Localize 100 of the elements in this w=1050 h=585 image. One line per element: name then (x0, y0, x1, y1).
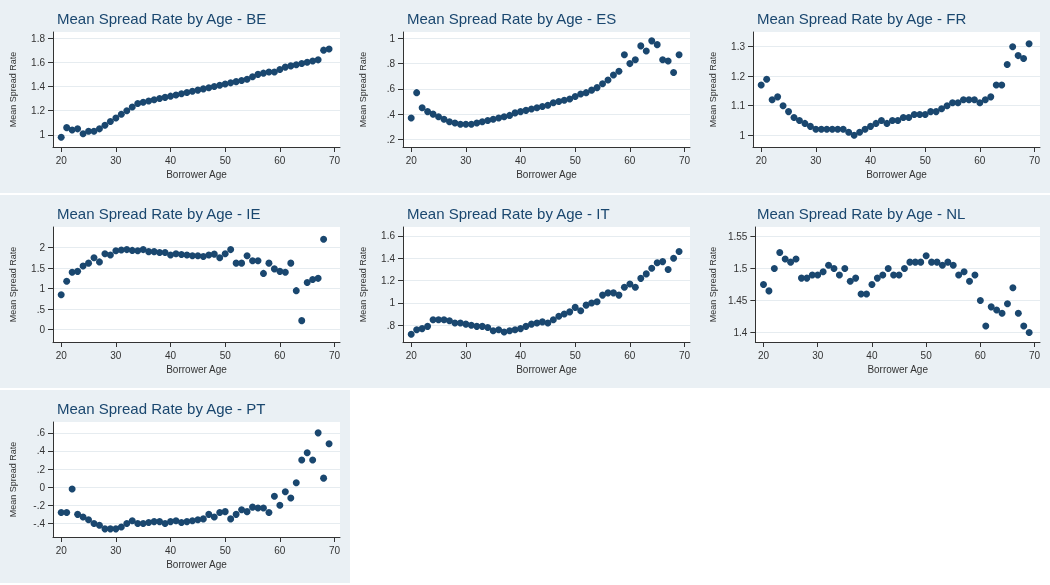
x-tick-label: 70 (328, 349, 341, 361)
point (205, 510, 213, 518)
point (167, 92, 175, 100)
point (863, 290, 871, 298)
point (637, 42, 645, 50)
y-axis-title: Mean Spread Rate (357, 246, 368, 323)
point (890, 271, 898, 279)
point (571, 92, 579, 100)
x-tick-label: 70 (1029, 349, 1041, 361)
point (675, 248, 683, 256)
point (770, 265, 778, 273)
chart-title: Mean Spread Rate by Age - PT (57, 400, 266, 417)
point (106, 251, 114, 259)
point (588, 299, 596, 307)
point (85, 127, 93, 135)
point (134, 99, 142, 107)
point (861, 125, 869, 133)
y-tick-label: .2 (386, 133, 396, 145)
point (309, 276, 317, 284)
point (566, 95, 574, 103)
point (527, 320, 535, 328)
y-tick-label: .2 (36, 463, 46, 475)
point (270, 68, 278, 76)
point (970, 96, 978, 104)
x-tick-label: 30 (810, 154, 822, 166)
y-tick-label: .4 (36, 445, 46, 457)
y-axis-title: Mean Spread Rate (707, 51, 718, 128)
point (819, 268, 827, 276)
point (670, 68, 678, 76)
chart-title: Mean Spread Rate by Age - IT (407, 205, 610, 222)
point (856, 128, 864, 136)
point (566, 308, 574, 316)
x-axis-title: Borrower Age (516, 169, 578, 181)
point (298, 59, 306, 67)
point (128, 103, 136, 111)
point (830, 265, 838, 273)
point (435, 113, 443, 121)
y-axis-title: Mean Spread Rate (707, 246, 718, 323)
point (238, 76, 246, 84)
y-tick-label: 1.2 (381, 275, 396, 287)
point (265, 509, 273, 517)
x-tick-label: 40 (164, 349, 177, 361)
point (281, 268, 289, 276)
point (932, 108, 940, 116)
point (806, 122, 814, 130)
point (795, 116, 803, 124)
x-tick-label: 70 (678, 349, 691, 361)
y-tick-label: 1.1 (731, 100, 746, 112)
point (74, 510, 82, 518)
point (670, 254, 678, 262)
point (74, 267, 82, 275)
y-tick-label: 1.2 (31, 105, 46, 117)
point (320, 474, 328, 482)
point (1020, 322, 1028, 330)
point (156, 518, 164, 526)
point (320, 235, 328, 243)
point (599, 80, 607, 88)
x-tick-label: 30 (110, 154, 122, 166)
x-tick-label: 60 (624, 154, 636, 166)
y-tick-label: 1 (389, 32, 396, 44)
point (917, 258, 925, 266)
point (998, 81, 1006, 89)
point (238, 506, 246, 514)
point (845, 128, 853, 136)
point (424, 108, 432, 116)
point (259, 504, 267, 512)
point (938, 261, 946, 269)
point (506, 327, 514, 335)
point (776, 249, 784, 257)
point (955, 271, 963, 279)
point (57, 133, 65, 141)
point (303, 278, 311, 286)
point (227, 79, 235, 87)
point (413, 89, 421, 97)
point (944, 258, 952, 266)
point (846, 277, 854, 285)
point (884, 265, 892, 273)
point (281, 488, 289, 496)
point (900, 265, 908, 273)
chart-title: Mean Spread Rate by Age - FR (757, 10, 967, 27)
point (877, 116, 885, 124)
point (659, 56, 667, 64)
x-tick-label: 70 (328, 544, 341, 556)
point (763, 75, 771, 83)
point (407, 330, 415, 338)
point (593, 298, 601, 306)
point (276, 66, 284, 74)
point (905, 114, 913, 122)
point (620, 51, 628, 59)
point (210, 513, 218, 521)
point (620, 283, 628, 291)
point (85, 259, 93, 267)
point (960, 268, 968, 276)
point (243, 508, 251, 516)
point (852, 274, 860, 282)
y-tick-label: 1.5 (733, 263, 748, 275)
point (631, 283, 639, 291)
point (183, 518, 191, 526)
point (495, 326, 503, 334)
point (320, 46, 328, 54)
